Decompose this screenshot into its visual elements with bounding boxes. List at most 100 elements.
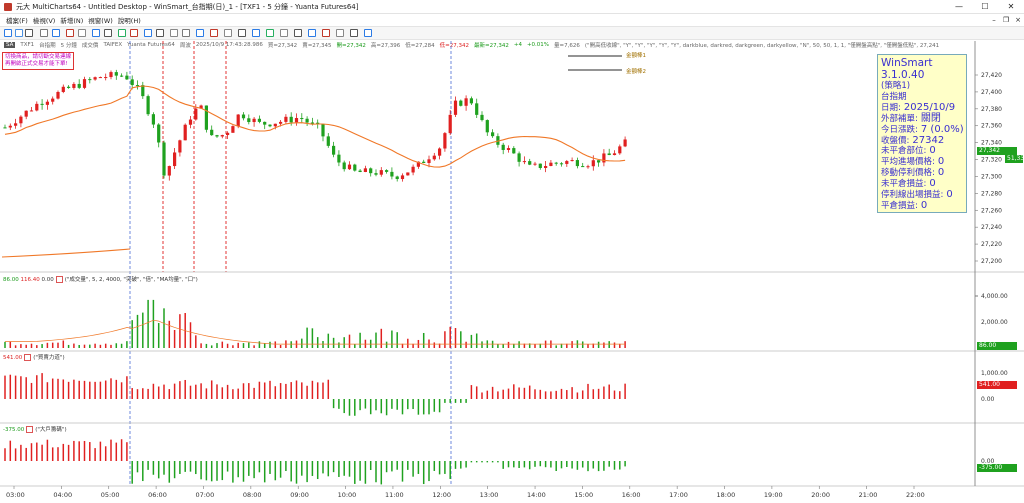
toolbar-button-icon[interactable] xyxy=(118,29,126,37)
minimize-icon[interactable]: — xyxy=(955,2,963,11)
toolbar-button-icon[interactable] xyxy=(210,29,218,37)
maximize-icon[interactable]: ☐ xyxy=(981,2,989,11)
toolbar-button-icon[interactable] xyxy=(25,29,33,37)
candle-body xyxy=(438,148,442,156)
candle-body xyxy=(194,108,198,120)
info-row: 停利線出場損益: 0 xyxy=(881,189,963,201)
toolbar-button-icon[interactable] xyxy=(15,29,23,37)
close-icon[interactable]: ✕ xyxy=(1007,2,1015,11)
toolbar-button-icon[interactable] xyxy=(364,29,372,37)
toolbar-button-icon[interactable] xyxy=(130,29,138,37)
panel-title: WinSmart 3.1.0.40 xyxy=(881,57,933,81)
volume-ma-line xyxy=(5,319,626,345)
toolbar-button-icon[interactable] xyxy=(52,29,60,37)
mdi-minimize-icon[interactable]: – xyxy=(992,15,996,24)
chart-area[interactable]: 27,420 27,400 27,380 27,360 27,340 27,320 27,3… xyxy=(0,41,1024,503)
time-tick-label: 07:00 xyxy=(195,491,214,499)
info-label: 移動停利價格: xyxy=(881,168,935,179)
price-tick-label: 27,340 xyxy=(981,140,1002,147)
toolbar-button-icon[interactable] xyxy=(4,29,12,37)
candle-body xyxy=(77,83,81,88)
candle-body xyxy=(416,161,420,167)
power-tick-label: 1,000.00 xyxy=(981,370,1008,377)
candle-body xyxy=(464,98,468,106)
toolbar-button-icon[interactable] xyxy=(196,29,204,37)
candle-body xyxy=(475,103,479,115)
candle-body xyxy=(533,163,537,165)
menu-help[interactable]: 說明(H) xyxy=(117,16,141,25)
candle-body xyxy=(51,98,55,102)
toolbar-button-icon[interactable] xyxy=(92,29,100,37)
time-tick-label: 17:00 xyxy=(669,491,688,499)
menu-window[interactable]: 視窗(W) xyxy=(88,16,113,25)
candle-body xyxy=(61,86,65,92)
symbol-badge[interactable]: SA xyxy=(4,42,16,48)
mdi-restore-icon[interactable]: ❐ xyxy=(1002,15,1010,24)
time-tick-label: 14:00 xyxy=(527,491,546,499)
session-markers xyxy=(129,41,452,486)
toolbar-button-icon[interactable] xyxy=(170,29,178,37)
toolbar-button-icon[interactable] xyxy=(144,29,152,37)
candle-body xyxy=(279,121,283,124)
close-study-icon[interactable] xyxy=(26,426,34,433)
candle-body xyxy=(485,120,489,133)
candle-body xyxy=(98,77,102,79)
info-value: 0 xyxy=(929,145,936,157)
change: +4 xyxy=(513,42,522,48)
candle-body xyxy=(188,119,193,125)
menu-new[interactable]: 新增(N) xyxy=(60,16,84,25)
toolbar-button-icon[interactable] xyxy=(156,29,164,37)
candle-body xyxy=(369,168,373,174)
mdi-close-icon[interactable]: × xyxy=(1015,15,1021,24)
warning-box: 切換商品，請切斷交易連線 再開啟正式交易才能下單! xyxy=(2,52,75,70)
session: 成交價 xyxy=(81,43,99,49)
toolbar-button-icon[interactable] xyxy=(40,29,48,37)
info-row: 未平倉損益: 0 xyxy=(881,178,963,190)
toolbar-button-icon[interactable] xyxy=(294,29,302,37)
toolbar-button-icon[interactable] xyxy=(350,29,358,37)
toolbar-button-icon[interactable] xyxy=(280,29,288,37)
close-study-icon[interactable] xyxy=(24,354,32,361)
candle-body xyxy=(204,105,208,130)
last-price-tag-2: 51,33 xyxy=(1005,155,1024,163)
candle-body xyxy=(67,86,71,88)
candle-body xyxy=(8,125,12,128)
time-tick-label: 22:00 xyxy=(906,491,925,499)
info-row: 平倉損益: 0 xyxy=(881,200,963,212)
candle-body xyxy=(82,79,87,88)
candle-body xyxy=(104,77,108,79)
volume-pane-label: 86.00 116.40 0.00 ("成交量", 5, 2, 4000, "突破… xyxy=(3,276,198,283)
toolbar-button-icon[interactable] xyxy=(336,29,344,37)
toolbar-button-icon[interactable] xyxy=(66,29,74,37)
menu-file[interactable]: 檔案(F) xyxy=(6,16,28,25)
toolbar-button-icon[interactable] xyxy=(78,29,86,37)
toolbar-button-icon[interactable] xyxy=(266,29,274,37)
info-value: 27342 xyxy=(912,134,945,146)
menu-view[interactable]: 檢視(V) xyxy=(32,16,56,25)
info-label: 台指期 xyxy=(881,91,907,102)
candle-body xyxy=(326,136,330,146)
power-pane xyxy=(4,373,626,416)
toolbar-button-icon[interactable] xyxy=(322,29,330,37)
feed: Yuanta Futures64 xyxy=(127,42,175,48)
candle-body xyxy=(358,170,362,172)
info-row: 日期: 2025/10/9 xyxy=(881,102,963,114)
candle-body xyxy=(581,166,585,168)
candle-body xyxy=(363,168,367,172)
candle-body xyxy=(337,154,341,163)
toolbar-button-icon[interactable] xyxy=(104,29,112,37)
candle-body xyxy=(183,124,187,141)
toolbar xyxy=(0,26,1024,40)
window-controls: — ☐ ✕ xyxy=(946,2,1024,11)
price-tick-label: 27,280 xyxy=(981,190,1002,197)
toolbar-button-icon[interactable] xyxy=(308,29,316,37)
candle-body xyxy=(448,114,452,134)
toolbar-button-icon[interactable] xyxy=(252,29,260,37)
close-study-icon[interactable] xyxy=(55,276,63,283)
toolbar-button-icon[interactable] xyxy=(182,29,190,37)
toolbar-button-icon[interactable] xyxy=(238,29,246,37)
info-row: 外部補單: 關閉 xyxy=(881,113,963,125)
candle-body xyxy=(167,166,171,176)
hline-label-2: 金額棒2 xyxy=(626,69,646,75)
toolbar-button-icon[interactable] xyxy=(224,29,232,37)
